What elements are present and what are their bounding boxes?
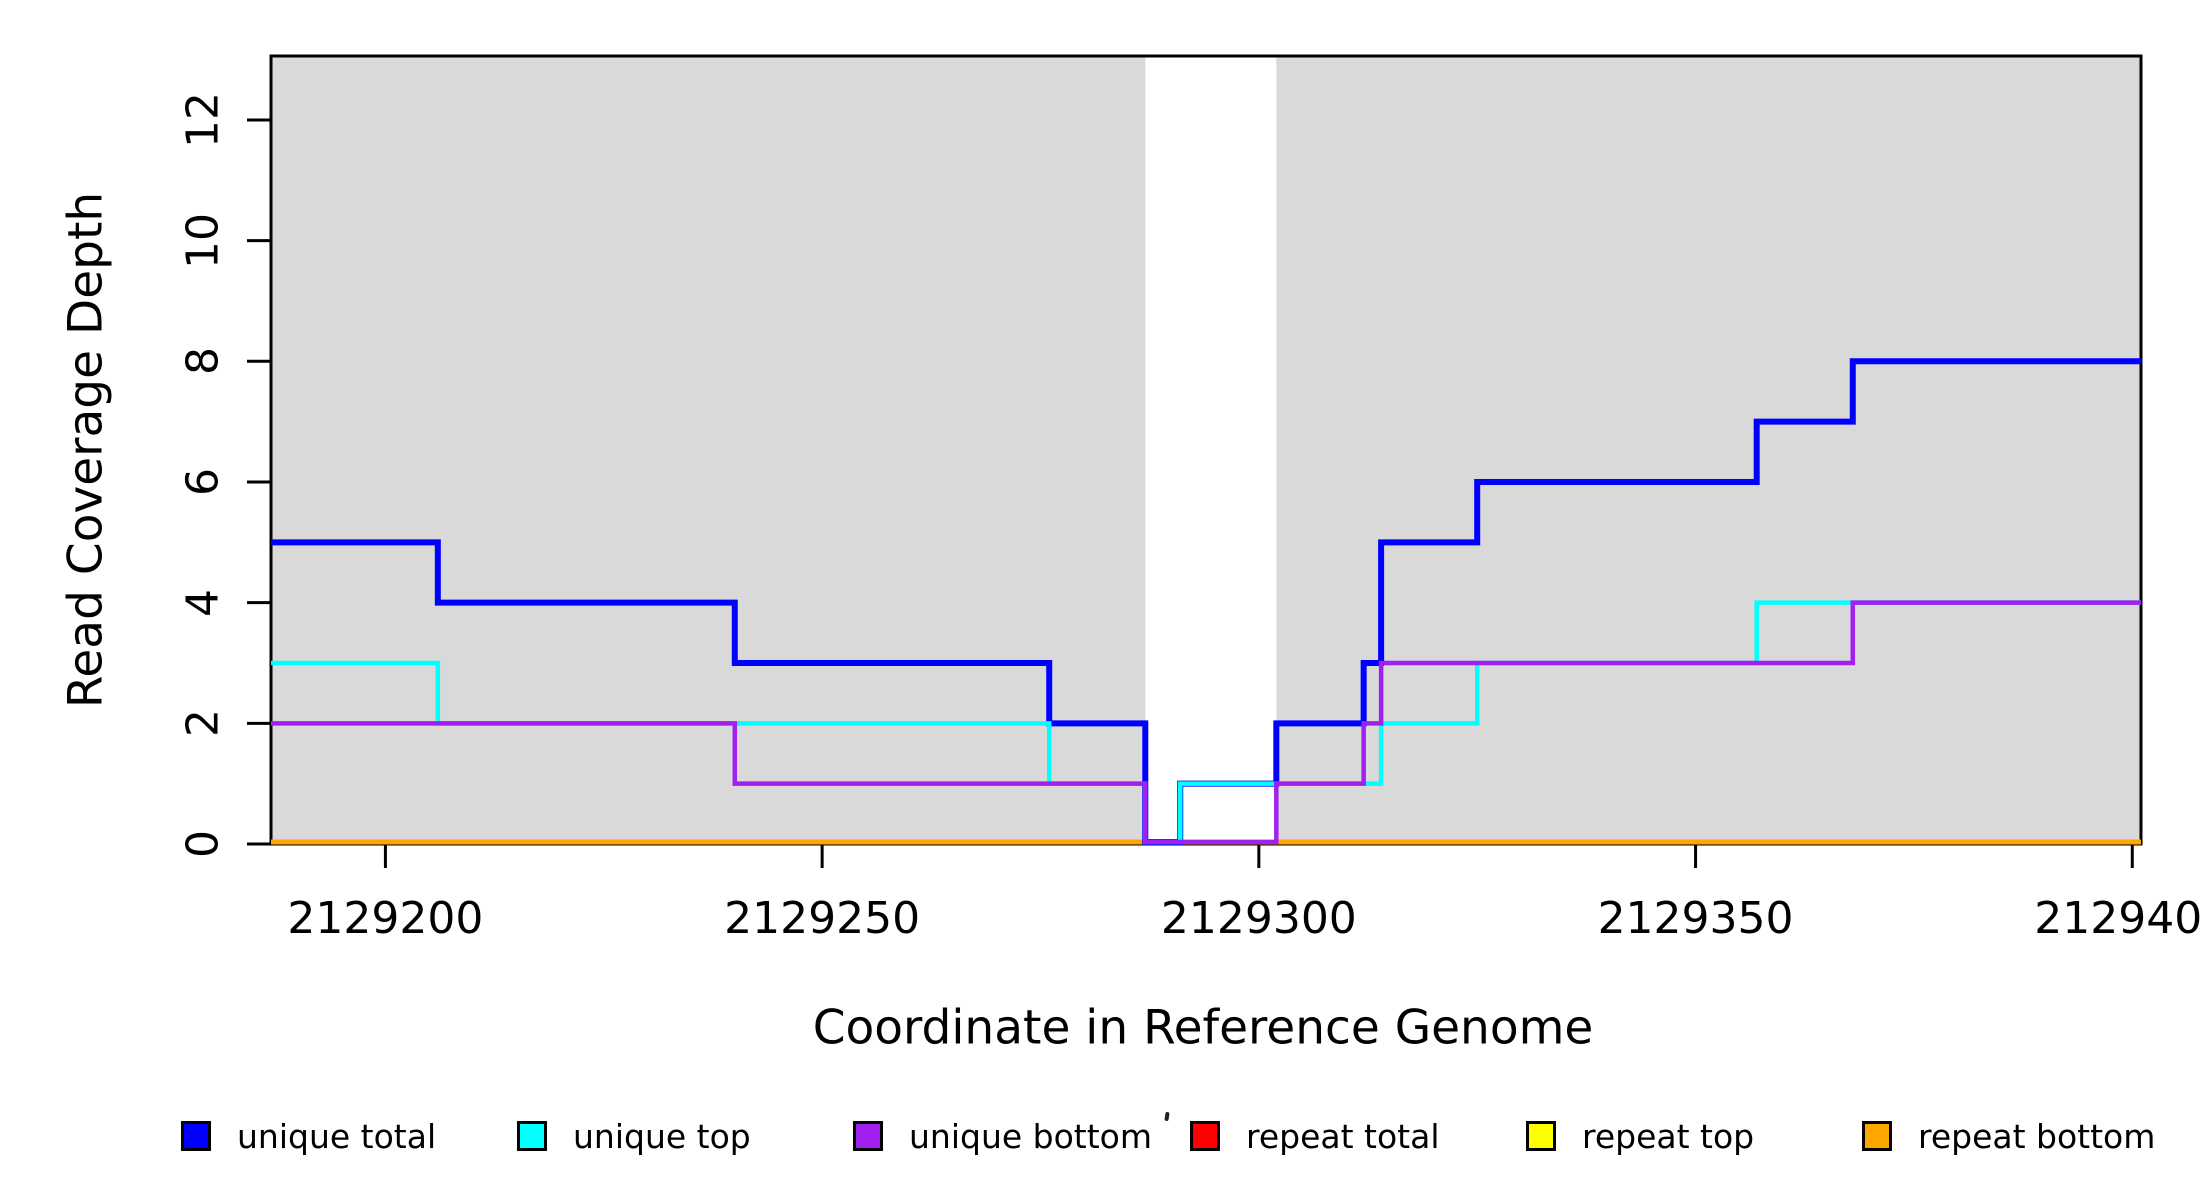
legend-item-unique-total: unique total bbox=[181, 1108, 436, 1164]
legend-swatch bbox=[1190, 1121, 1220, 1151]
y-tick-label: 0 bbox=[177, 830, 229, 858]
masked-region bbox=[271, 56, 1146, 844]
legend-swatch bbox=[1526, 1121, 1556, 1151]
legend-label: repeat bottom bbox=[1918, 1116, 2156, 1156]
legend-item-repeat-bottom: repeat bottom bbox=[1862, 1108, 2155, 1164]
legend-item-repeat-top: repeat top bbox=[1526, 1108, 1754, 1164]
legend-label: unique top bbox=[573, 1116, 751, 1156]
legend-swatch bbox=[1862, 1121, 1892, 1151]
y-axis-title: Read Coverage Depth bbox=[58, 191, 114, 709]
legend-item-unique-top: unique top bbox=[517, 1108, 751, 1164]
legend-label: repeat total bbox=[1246, 1116, 1440, 1156]
legend-label: unique total bbox=[237, 1116, 437, 1156]
x-axis-title: Coordinate in Reference Genome bbox=[812, 1000, 1594, 1056]
series-unique-total bbox=[271, 358, 2141, 845]
legend-item-unique-bottom: unique bottom bbox=[853, 1108, 1152, 1164]
legend-label: repeat top bbox=[1582, 1116, 1755, 1156]
y-tick-label: 12 bbox=[177, 91, 229, 148]
x-tick-label: 2129400 bbox=[2034, 893, 2200, 944]
x-tick-label: 2129300 bbox=[1160, 893, 1357, 944]
legend-label: unique bottom bbox=[909, 1116, 1153, 1156]
y-tick-label: 2 bbox=[177, 709, 229, 738]
y-tick-label: 4 bbox=[177, 588, 229, 617]
x-tick-label: 2129200 bbox=[287, 893, 484, 944]
legend-swatch bbox=[853, 1121, 883, 1151]
legend-item-repeat-total: repeat total bbox=[1190, 1108, 1440, 1164]
y-tick-label: 10 bbox=[177, 212, 229, 269]
y-tick-label: 8 bbox=[177, 347, 229, 376]
series-unique-bottom bbox=[271, 600, 2141, 845]
y-tick-label: 6 bbox=[177, 467, 229, 496]
x-tick-label: 2129350 bbox=[1597, 893, 1794, 944]
legend: unique total unique top unique bottom repea… bbox=[0, 1108, 2200, 1164]
x-tick-label: 2129250 bbox=[724, 893, 921, 944]
legend-swatch bbox=[181, 1121, 211, 1151]
legend-swatch bbox=[517, 1121, 547, 1151]
masked-region bbox=[1276, 56, 2141, 844]
